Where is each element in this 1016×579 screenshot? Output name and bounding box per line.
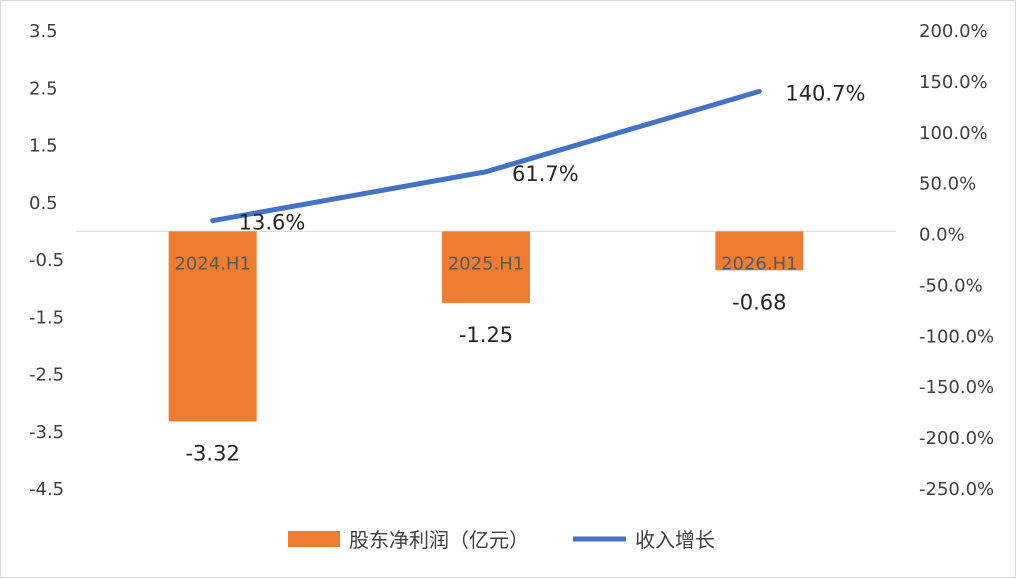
right-tick-label: 50.0% [919,174,976,195]
right-tick-label: -250.0% [919,479,994,500]
category-labels: 2024.H1 2025.H1 2026.H1 [174,253,797,274]
left-tick-label: -3.5 [29,422,64,443]
left-tick-label: 1.5 [29,136,58,157]
bar [168,231,257,422]
left-tick-label: 2.5 [29,78,58,99]
left-tick-label: -4.5 [29,479,64,500]
left-tick-label: -0.5 [29,250,64,271]
category-label: 2024.H1 [174,253,251,274]
legend-line-label: 收入增长 [635,528,715,552]
left-tick-label: -1.5 [29,307,64,328]
line-data-labels: 13.6% 61.7% 140.7% [239,81,866,234]
right-tick-label: 100.0% [919,123,988,144]
left-axis: 3.5 2.5 1.5 0.5 -0.5 -1.5 -2.5 -3.5 -4.5 [29,21,64,500]
line-path [210,88,762,224]
right-tick-label: -100.0% [919,326,994,347]
bar-series [168,231,804,422]
bar-data-label: -1.25 [459,323,513,347]
right-tick-label: -200.0% [919,428,994,449]
bar [715,231,804,271]
left-tick-label: -2.5 [29,365,64,386]
bar-data-label: -0.68 [732,290,786,314]
right-tick-label: 200.0% [919,21,988,42]
right-tick-label: -150.0% [919,377,994,398]
right-axis: 200.0% 150.0% 100.0% 50.0% 0.0% -50.0% -100.0%… [919,21,994,500]
line-data-label: 140.7% [785,81,865,105]
legend: 股东净利润（亿元） 收入增长 [288,528,715,552]
left-tick-label: 0.5 [29,193,58,214]
category-label: 2026.H1 [721,253,798,274]
line-data-label: 13.6% [239,211,306,235]
legend-bar-swatch [288,531,340,547]
right-tick-label: 0.0% [919,225,965,246]
left-tick-label: 3.5 [29,21,58,42]
bar [442,231,530,303]
bar-data-labels: -3.32 -1.25 -0.68 [185,290,786,465]
category-label: 2025.H1 [448,253,525,274]
right-tick-label: -50.0% [919,275,983,296]
line-series [210,88,762,224]
bar-data-label: -3.32 [185,441,239,465]
line-data-label: 61.7% [512,162,579,186]
right-tick-label: 150.0% [919,72,988,93]
legend-bar-label: 股东净利润（亿元） [349,528,529,552]
